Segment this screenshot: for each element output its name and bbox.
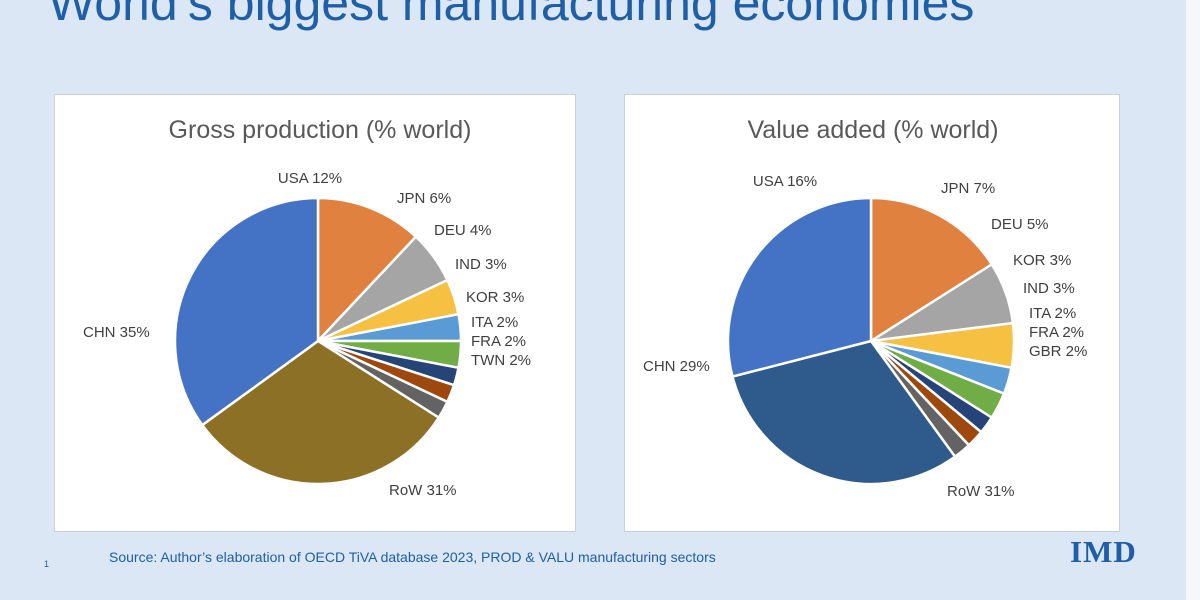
- pie-label-kor: KOR 3%: [1013, 252, 1071, 269]
- pie-slice-row: [201, 339, 440, 486]
- source-note: Source: Author’s elaboration of OECD TiV…: [109, 549, 716, 565]
- imd-logo: IMD: [1070, 534, 1137, 569]
- pie-label-row: RoW 31%: [389, 482, 457, 499]
- pie-label-jpn: JPN 6%: [397, 190, 451, 207]
- pie-label-usa: USA 12%: [278, 170, 342, 187]
- gross-production-pie-chart: Gross production (% world) USA 12% JPN 6%…: [83, 116, 531, 499]
- pie-label-row: RoW 31%: [947, 483, 1015, 500]
- value-added-pie-chart: Value added (% world) USA 16% JPN 7% DEU 5…: [643, 116, 1087, 500]
- gross-production-chart-panel: Gross production (% world) USA 12% JPN 6%…: [54, 94, 576, 532]
- pie-label-fra: FRA 2%: [471, 333, 526, 350]
- chart-title: Value added (% world): [747, 116, 998, 144]
- pie-label-deu: DEU 5%: [991, 216, 1049, 233]
- pie-label-ita: ITA 2%: [471, 314, 518, 331]
- pie-label-usa: USA 16%: [753, 173, 817, 190]
- pie-slices: [173, 196, 463, 486]
- slide-title: World’s biggest manufacturing economies: [48, 0, 975, 31]
- pie-label-twn: TWN 2%: [471, 352, 531, 369]
- pie-label-chn: CHN 29%: [643, 358, 710, 375]
- chart-title: Gross production (% world): [169, 116, 472, 144]
- pie-slice-chn: [173, 196, 320, 427]
- pie-labels: USA 16% JPN 7% DEU 5% KOR 3% IND 3% ITA 2% FRA…: [643, 173, 1087, 500]
- pie-label-kor: KOR 3%: [466, 289, 524, 306]
- pie-slice-chn: [726, 196, 873, 378]
- pie-label-gbr: GBR 2%: [1029, 343, 1087, 360]
- pie-slice-usa: [316, 196, 418, 343]
- pie-label-jpn: JPN 7%: [941, 180, 995, 197]
- pie-label-deu: DEU 4%: [434, 222, 492, 239]
- pie-slice-usa: [869, 196, 993, 343]
- pie-label-ita: ITA 2%: [1029, 305, 1076, 322]
- pie-label-ind: IND 3%: [1023, 280, 1075, 297]
- pie-labels: USA 12% JPN 6% DEU 4% IND 3% KOR 3% ITA 2% FRA…: [83, 170, 531, 499]
- pie-label-fra: FRA 2%: [1029, 324, 1084, 341]
- slide-edge: [1186, 0, 1200, 600]
- page-number: 1: [44, 559, 50, 569]
- pie-slices: [726, 196, 1016, 486]
- value-added-chart-panel: Value added (% world) USA 16% JPN 7% DEU 5…: [624, 94, 1120, 532]
- pie-slice-row: [731, 339, 957, 486]
- pie-label-ind: IND 3%: [455, 256, 507, 273]
- pie-label-chn: CHN 35%: [83, 324, 150, 341]
